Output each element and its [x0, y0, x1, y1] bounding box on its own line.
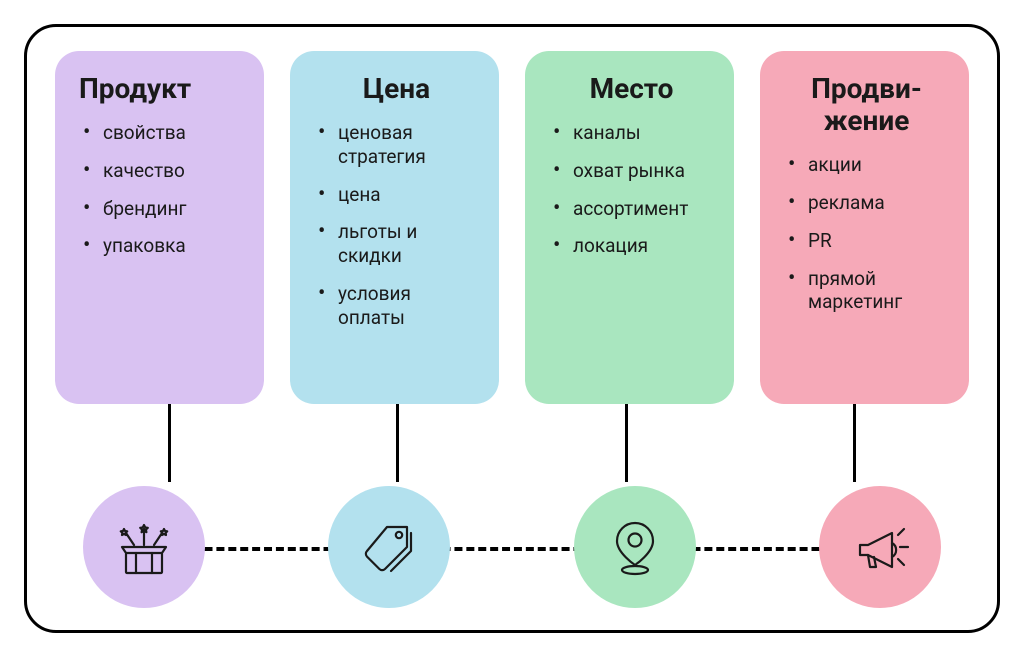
list-item: брендинг	[83, 197, 244, 221]
circle-price	[328, 486, 450, 608]
connector-line	[396, 404, 399, 482]
connector-line	[168, 404, 171, 482]
icons-row	[55, 482, 969, 612]
card-title: Цена	[314, 73, 479, 105]
list-item: качество	[83, 159, 244, 183]
connector-line	[853, 404, 856, 482]
megaphone-icon	[848, 515, 912, 579]
card-list: каналы охват рынка ассорти­мент локация	[549, 121, 714, 258]
gift-burst-icon	[112, 515, 176, 579]
card-place: Место каналы охват рынка ассорти­мент ло…	[525, 51, 734, 404]
list-item: охват рынка	[553, 159, 714, 183]
list-item: упаковка	[83, 234, 244, 258]
card-title: Продукт	[79, 73, 244, 105]
circle-product	[83, 486, 205, 608]
connectors	[55, 404, 969, 482]
list-item: цена	[318, 183, 479, 207]
circle-promotion	[819, 486, 941, 608]
location-pin-icon	[603, 515, 667, 579]
list-item: льготы и скидки	[318, 220, 479, 268]
card-product: Продукт свойства качество брендинг упако…	[55, 51, 264, 404]
connector-line	[625, 404, 628, 482]
price-tag-icon	[357, 515, 421, 579]
list-item: ценовая стратегия	[318, 121, 479, 169]
card-title: Продви­жение	[784, 73, 949, 137]
card-promotion: Продви­жение акции реклама PR прямой мар…	[760, 51, 969, 404]
list-item: локация	[553, 234, 714, 258]
dash-line	[145, 547, 879, 551]
list-item: каналы	[553, 121, 714, 145]
list-item: PR	[788, 229, 949, 253]
card-title: Место	[549, 73, 714, 105]
list-item: ассорти­мент	[553, 197, 714, 221]
card-price: Цена ценовая стратегия цена льготы и ски…	[290, 51, 499, 404]
circle-place	[574, 486, 696, 608]
infographic-frame: Продукт свойства качество брендинг упако…	[24, 24, 1000, 633]
cards-row: Продукт свойства качество брендинг упако…	[55, 51, 969, 404]
list-item: прямой маркетинг	[788, 267, 949, 315]
card-list: ценовая стратегия цена льготы и скидки у…	[314, 121, 479, 329]
list-item: условия оплаты	[318, 282, 479, 330]
card-list: акции реклама PR прямой маркетинг	[784, 153, 949, 314]
card-list: свойства качество брендинг упаковка	[79, 121, 244, 258]
list-item: акции	[788, 153, 949, 177]
list-item: свойства	[83, 121, 244, 145]
list-item: реклама	[788, 191, 949, 215]
